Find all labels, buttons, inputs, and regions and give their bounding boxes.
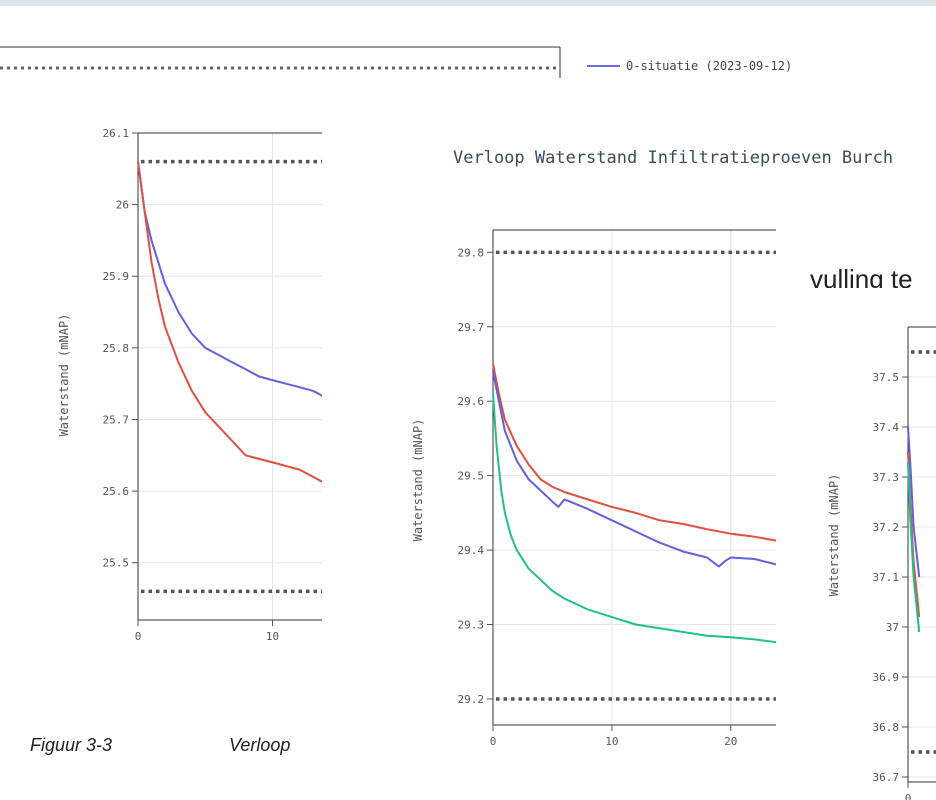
x-tick-label: 0 bbox=[490, 735, 497, 748]
y-tick-label: 29.2 bbox=[458, 693, 485, 706]
x-tick-label: 0 bbox=[905, 792, 912, 800]
series-line bbox=[907, 461, 921, 633]
chart-panel-1: 26.1 26 25.9 25.8 25.7 25.6 25.5 0 10 Waterstand … bbox=[0, 120, 322, 720]
y-tick-label: 37.4 bbox=[873, 421, 900, 434]
y-tick-label: 37.3 bbox=[873, 471, 900, 484]
y-tick-label: 25.9 bbox=[103, 270, 130, 283]
y-tick-label: 25.6 bbox=[103, 485, 130, 498]
y-tick-label: 25.8 bbox=[103, 342, 130, 355]
y-tick-label: 25.5 bbox=[103, 557, 130, 570]
y-tick-label: 36.8 bbox=[873, 721, 900, 734]
y-tick-label: 26 bbox=[116, 199, 129, 212]
chart-panel-3: 37.5 37.4 37.3 37.2 37.1 37 36.9 36.8 36.7 0 Water… bbox=[820, 320, 936, 800]
chart-panel-2: 29.8 29.7 29.6 29.5 29.4 29.3 29.2 0 10 20 Waterst… bbox=[400, 225, 776, 785]
y-tick-label: 37.5 bbox=[873, 371, 900, 384]
series-line bbox=[907, 426, 921, 578]
chart-2-svg: 29.8 29.7 29.6 29.5 29.4 29.3 29.2 0 10 20 Waterst… bbox=[411, 229, 776, 748]
y-tick-label: 29.3 bbox=[458, 619, 485, 632]
y-tick-label: 26.1 bbox=[103, 127, 130, 140]
y-tick-label: 29.4 bbox=[458, 544, 485, 557]
x-tick-label: 0 bbox=[135, 630, 142, 643]
y-tick-label: 29.6 bbox=[458, 395, 485, 408]
y-tick-label: 37.1 bbox=[873, 571, 900, 584]
chart-1-svg: 26.1 26 25.9 25.8 25.7 25.6 25.5 0 10 Waterstand … bbox=[57, 127, 322, 643]
series-line bbox=[492, 363, 776, 542]
x-tick-label: 20 bbox=[724, 735, 737, 748]
y-axis-label: Waterstand (mNAP) bbox=[57, 314, 71, 437]
chart-title: Verloop Waterstand Infiltratieproeven Bu… bbox=[453, 148, 894, 168]
top-legend-strip: 0-situatie (2023-09-12) bbox=[0, 46, 792, 78]
fragment-text: vulling te bbox=[810, 264, 913, 288]
series-line bbox=[137, 161, 322, 483]
figure-caption: Verloop bbox=[229, 735, 291, 755]
y-axis-label: Waterstand (mNAP) bbox=[411, 419, 425, 542]
legend-label: 0-situatie (2023-09-12) bbox=[626, 59, 792, 73]
y-tick-label: 37.2 bbox=[873, 521, 900, 534]
y-tick-label: 37 bbox=[886, 621, 899, 634]
y-tick-label: 36.9 bbox=[873, 671, 900, 684]
x-tick-label: 10 bbox=[605, 735, 618, 748]
y-tick-label: 29.5 bbox=[458, 470, 485, 483]
text-fragment: vulling te bbox=[806, 262, 936, 288]
y-tick-label: 25.7 bbox=[103, 413, 130, 426]
y-axis-label: Waterstand (mNAP) bbox=[827, 474, 841, 597]
y-tick-label: 29.8 bbox=[458, 246, 485, 259]
figure-number: Figuur 3-3 bbox=[30, 735, 113, 755]
series-line bbox=[492, 371, 776, 568]
y-tick-label: 36.7 bbox=[873, 771, 900, 784]
chart-3-svg: 37.5 37.4 37.3 37.2 37.1 37 36.9 36.8 36.7 0 Water… bbox=[827, 326, 936, 800]
series-line bbox=[492, 393, 776, 644]
y-tick-label: 29.7 bbox=[458, 321, 485, 334]
x-tick-label: 10 bbox=[266, 630, 279, 643]
series-line bbox=[137, 161, 322, 397]
top-band bbox=[0, 0, 936, 6]
